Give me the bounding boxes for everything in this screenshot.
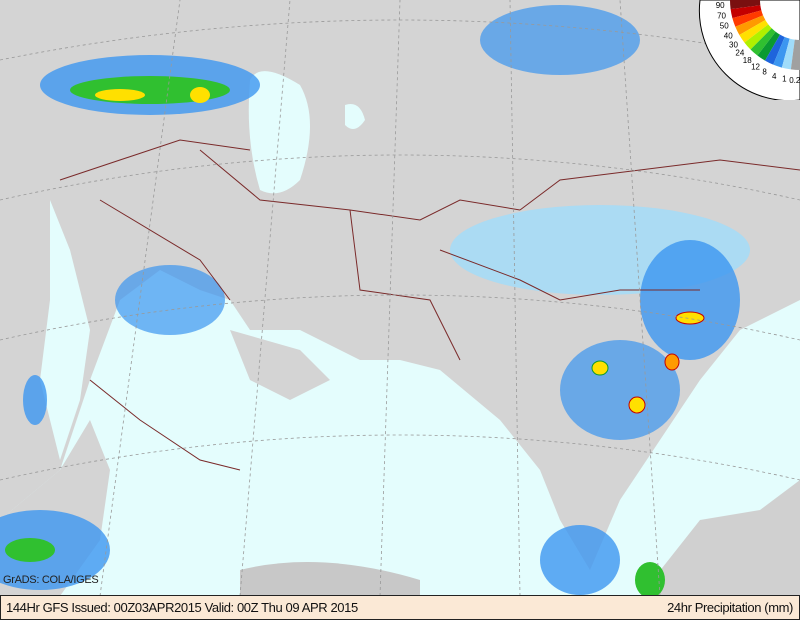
legend-swatch bbox=[739, 20, 769, 43]
legend-swatch bbox=[790, 39, 800, 70]
legend-swatch bbox=[730, 5, 762, 19]
legend-swatch bbox=[744, 24, 772, 50]
inland-water bbox=[40, 71, 365, 460]
legend-swatch bbox=[773, 36, 790, 68]
legend-label: 24 bbox=[735, 49, 744, 58]
precipitation-areas bbox=[0, 5, 750, 596]
variable-label: 24hr Precipitation (mm) bbox=[667, 600, 793, 615]
credit-label: GrADS: COLA/IGES bbox=[3, 574, 99, 586]
legend-swatch bbox=[730, 0, 761, 10]
legend-swatch bbox=[750, 28, 776, 56]
legend-label: 8 bbox=[762, 68, 767, 77]
legend-label: 90 bbox=[716, 1, 725, 10]
footer-bar: 144Hr GFS Issued: 00Z03APR2015 Valid: 00… bbox=[0, 595, 800, 620]
legend-label: 4 bbox=[772, 72, 777, 81]
legend-label: 70 bbox=[717, 12, 726, 21]
legend-label: 40 bbox=[724, 31, 733, 40]
legend-label: 30 bbox=[729, 40, 738, 49]
legend-swatch bbox=[732, 10, 764, 27]
legend-swatch bbox=[781, 38, 795, 70]
legend-swatch bbox=[765, 34, 785, 65]
legend-swatch bbox=[735, 15, 766, 35]
legend-label: 18 bbox=[743, 56, 752, 65]
graticule bbox=[0, 0, 800, 596]
legend-label: 1 bbox=[782, 74, 787, 83]
precipitation-map bbox=[0, 0, 800, 596]
country-borders bbox=[59, 139, 800, 471]
legend-label: 0.2 bbox=[789, 76, 800, 85]
forecast-info: 144Hr GFS Issued: 00Z03APR2015 Valid: 00… bbox=[6, 600, 358, 615]
legend-swatch bbox=[757, 31, 780, 61]
legend-label: 50 bbox=[720, 22, 729, 31]
legend-label: 12 bbox=[751, 63, 760, 72]
